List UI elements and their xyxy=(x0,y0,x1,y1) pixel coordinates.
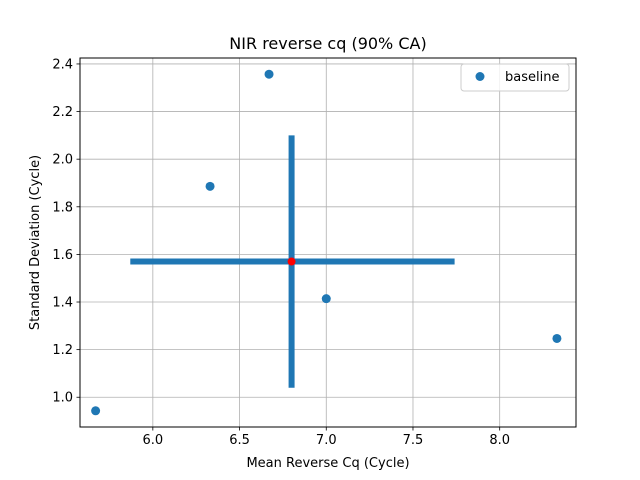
x-tick-label: 6.0 xyxy=(142,433,163,448)
x-tick-label: 8.0 xyxy=(489,433,510,448)
y-tick-label: 1.2 xyxy=(52,343,73,358)
x-tick-label: 7.0 xyxy=(316,433,337,448)
y-tick-label: 2.0 xyxy=(52,153,73,168)
grid-lines xyxy=(80,58,576,427)
y-tick-label: 2.2 xyxy=(52,105,73,120)
x-axis-ticks: 6.0 6.5 7.0 7.5 8.0 xyxy=(142,427,510,448)
chart-title: NIR reverse cq (90% CA) xyxy=(229,34,426,53)
x-axis-label: Mean Reverse Cq (Cycle) xyxy=(246,456,409,471)
plot-area-frame xyxy=(79,57,577,428)
data-point-baseline xyxy=(264,69,274,79)
legend-label-baseline: baseline xyxy=(505,70,559,85)
x-tick-label: 7.5 xyxy=(403,433,424,448)
legend-marker-baseline xyxy=(475,72,485,81)
y-axis-ticks: 1.0 1.2 1.4 1.6 1.8 2.0 2.2 2.4 xyxy=(52,57,80,406)
data-points xyxy=(91,69,562,416)
x-tick-label: 6.5 xyxy=(229,433,250,448)
data-point-baseline xyxy=(552,333,562,343)
y-tick-label: 1.4 xyxy=(52,296,73,311)
data-point-baseline xyxy=(321,294,331,304)
legend: baseline xyxy=(460,63,570,92)
legend-frame xyxy=(460,63,570,92)
y-tick-label: 1.0 xyxy=(52,391,73,406)
y-tick-label: 1.6 xyxy=(52,248,73,263)
data-point-baseline xyxy=(91,406,101,416)
y-axis-label: Standard Deviation (Cycle) xyxy=(28,155,43,330)
data-point-baseline xyxy=(205,181,215,191)
y-tick-label: 1.8 xyxy=(52,200,73,215)
center-point xyxy=(287,257,296,266)
y-tick-label: 2.4 xyxy=(52,57,73,72)
